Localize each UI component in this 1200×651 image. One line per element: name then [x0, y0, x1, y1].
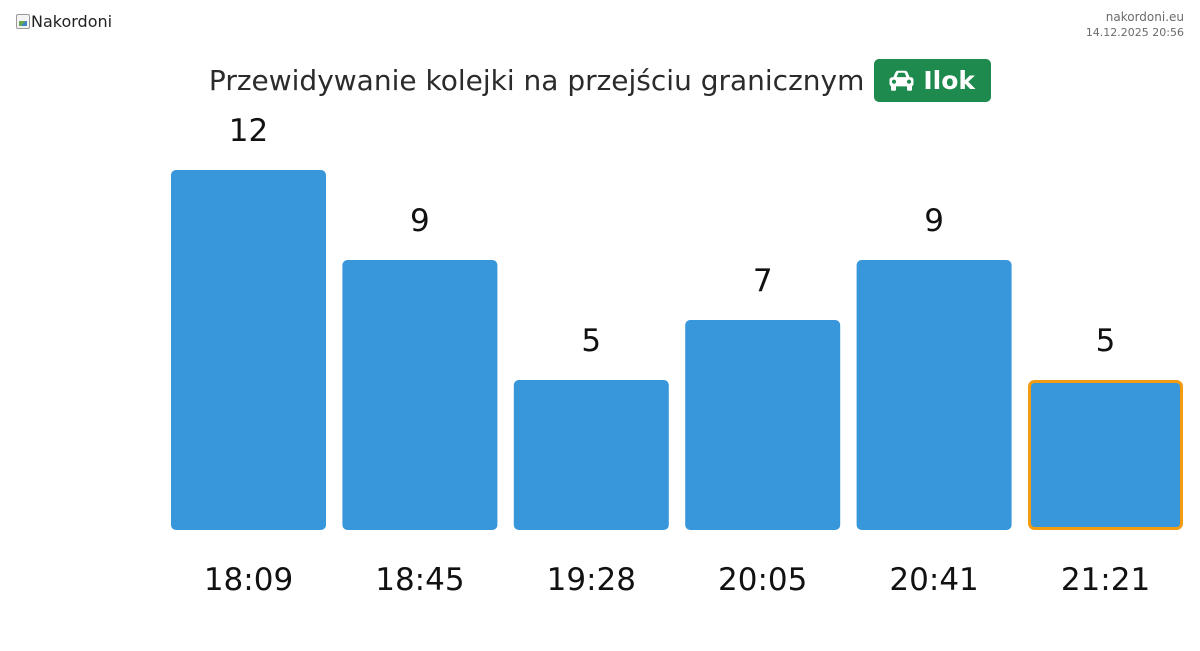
page-title: Przewidywanie kolejki na przejściu grani… [208, 64, 865, 97]
x-tick-label-2005: 20:05 [718, 562, 807, 598]
x-tick-label-1845: 18:45 [375, 562, 464, 598]
bars-layer [171, 170, 1183, 530]
value-label-2121: 5 [1096, 323, 1116, 359]
broken-image-icon [16, 13, 30, 29]
bar-1845[interactable] [342, 260, 498, 530]
bar-2121[interactable] [1028, 380, 1183, 530]
bar-2005[interactable] [685, 320, 841, 530]
badge-label: Ilok [923, 66, 976, 95]
border-crossing-badge: Ilok [874, 59, 992, 102]
value-label-2005: 7 [753, 263, 773, 299]
bar-1809[interactable] [171, 170, 326, 530]
value-label-1845: 9 [410, 203, 430, 239]
x-tick-label-2041: 20:41 [889, 562, 978, 598]
value-label-1809: 12 [229, 113, 268, 149]
x-tick-label-2121: 21:21 [1061, 562, 1150, 598]
site-info: nakordoni.eu 14.12.2025 20:56 [1086, 10, 1184, 40]
title-row: Przewidywanie kolejki na przejściu grani… [0, 59, 1200, 102]
timestamp: 14.12.2025 20:56 [1085, 26, 1184, 39]
site-logo[interactable]: Nakordoni [16, 10, 112, 32]
x-tick-label-1928: 19:28 [547, 562, 636, 598]
car-icon [889, 70, 914, 91]
site-domain: nakordoni.eu [1105, 10, 1184, 24]
x-tick-label-1809: 18:09 [204, 562, 293, 598]
value-label-2041: 9 [924, 203, 944, 239]
value-label-1928: 5 [581, 323, 601, 359]
bar-2041[interactable] [856, 260, 1012, 530]
x-tick-labels-layer: 18:09 18:45 19:28 20:05 20:41 21:21 [204, 562, 1150, 598]
value-labels-layer: 12 9 5 7 9 5 [229, 113, 1116, 359]
bar-1928[interactable] [513, 380, 669, 530]
logo-alt-text: Nakordoni [31, 11, 113, 31]
